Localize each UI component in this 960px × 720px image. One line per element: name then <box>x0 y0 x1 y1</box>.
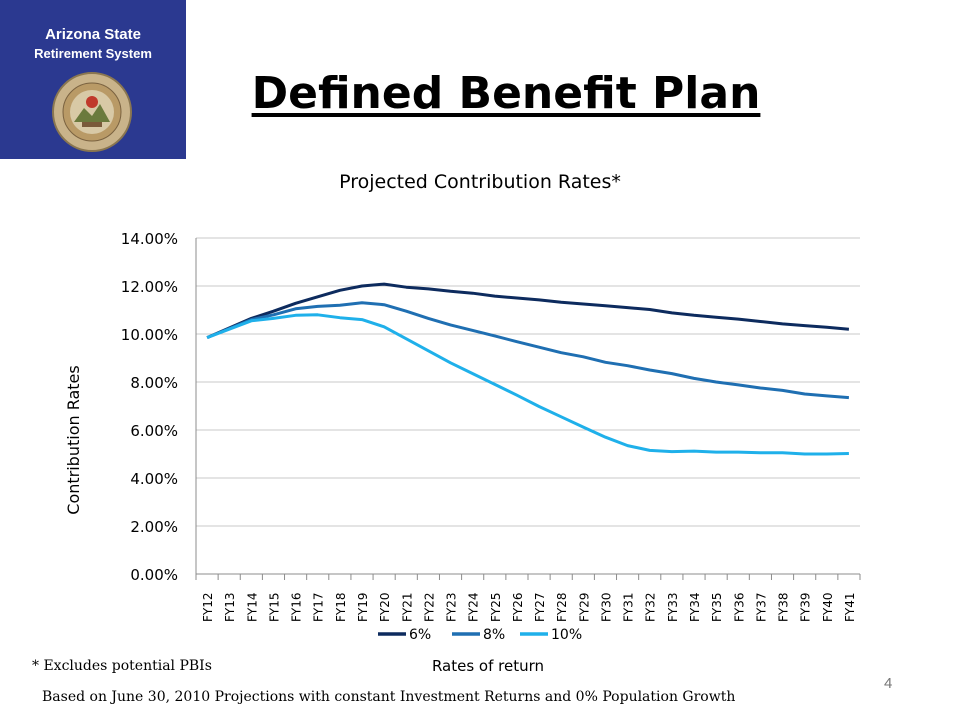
chart-title: Projected Contribution Rates* <box>339 171 621 193</box>
x-tick-label: FY40 <box>821 592 835 622</box>
y-tick-label: 4.00% <box>130 470 178 488</box>
x-tick-label: FY29 <box>577 592 591 622</box>
y-tick-label: 8.00% <box>130 374 178 392</box>
axes <box>195 238 861 580</box>
x-tick-label: FY16 <box>290 592 304 622</box>
y-tick-labels: 0.00% 2.00% 4.00% 6.00% 8.00% 10.00% 12.00% 14.… <box>121 230 178 584</box>
slide-title: Defined Benefit Plan <box>251 68 761 119</box>
x-tick-label: FY22 <box>422 592 436 622</box>
x-tick-label: FY27 <box>533 592 547 622</box>
x-tick-label: FY19 <box>356 592 370 622</box>
legend-label: 10% <box>551 627 582 643</box>
x-tick-label: FY12 <box>201 592 215 622</box>
x-tick-label: FY36 <box>732 592 746 622</box>
x-tick-label: FY32 <box>644 592 658 622</box>
x-tick-label: FY38 <box>777 592 791 622</box>
state-seal-icon <box>52 72 132 152</box>
y-axis-label: Contribution Rates <box>64 365 83 514</box>
y-tick-label: 14.00% <box>121 230 178 248</box>
y-tick-label: 6.00% <box>130 422 178 440</box>
series-line-6pct <box>206 282 850 339</box>
x-tick-label: FY25 <box>489 592 503 622</box>
legend-label: 6% <box>409 627 431 643</box>
x-tick-label: FY34 <box>688 592 702 622</box>
source-note: Based on June 30, 2010 Projections with … <box>42 689 736 705</box>
y-tick-label: 0.00% <box>130 566 178 584</box>
x-tick-label: FY13 <box>223 592 237 622</box>
series-line-10pct <box>206 313 849 456</box>
page-number: 4 <box>884 675 893 692</box>
x-tick-label: FY23 <box>445 592 459 622</box>
grid-lines <box>196 237 860 527</box>
x-tick-label: FY20 <box>378 592 392 622</box>
y-tick-label: 2.00% <box>130 518 178 536</box>
x-tick-label: FY30 <box>599 592 613 622</box>
x-tick-label: FY39 <box>799 592 813 622</box>
logo-panel: Arizona State Retirement System <box>0 0 186 159</box>
x-tick-label: FY18 <box>334 592 348 622</box>
y-tick-label: 12.00% <box>121 278 178 296</box>
logo-subtitle: Retirement System <box>34 46 152 61</box>
legend: 6% 8% 10% <box>378 627 582 643</box>
x-tick-label: FY14 <box>245 592 259 622</box>
x-tick-label: FY24 <box>467 592 481 622</box>
y-tick-label: 10.00% <box>121 326 178 344</box>
logo-title: Arizona State <box>45 26 141 43</box>
x-tick-labels: FY12 FY13 FY14 FY15 FY16 FY17 FY18 FY19 FY20 FY21… <box>201 592 857 622</box>
x-tick-label: FY31 <box>622 592 636 622</box>
x-tick-label: FY35 <box>710 592 724 622</box>
x-tick-label: FY17 <box>312 592 326 622</box>
series-lines <box>206 282 850 456</box>
x-tick-label: FY33 <box>666 592 680 622</box>
series-line-8pct <box>206 301 850 400</box>
x-tick-label: FY26 <box>511 592 525 622</box>
footnote: * Excludes potential PBIs <box>32 658 212 674</box>
x-axis-label: Rates of return <box>432 657 544 675</box>
x-tick-label: FY37 <box>754 592 768 622</box>
x-tick-label: FY15 <box>267 592 281 622</box>
x-tick-label: FY21 <box>400 592 414 622</box>
x-tick-label: FY41 <box>843 592 857 622</box>
x-tick-label: FY28 <box>555 592 569 622</box>
legend-label: 8% <box>483 627 505 643</box>
